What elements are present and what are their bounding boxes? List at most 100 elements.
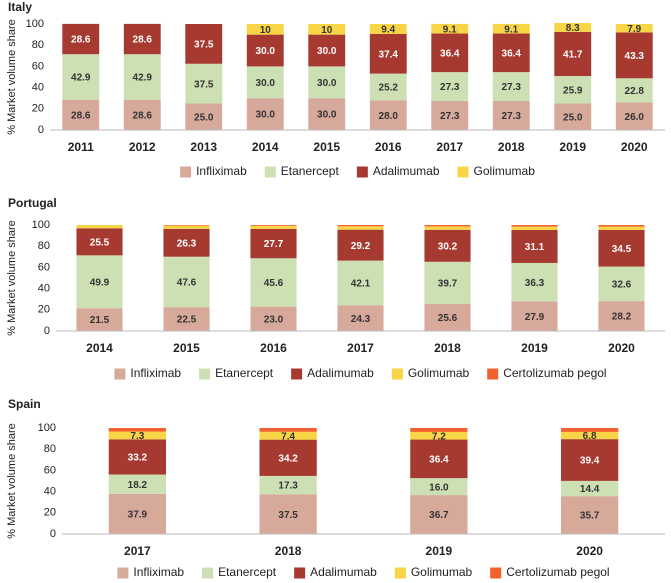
y-tick-label: 20 (32, 103, 44, 115)
y-tick-label: 0 (50, 528, 56, 540)
legend-label: Adalimumab (310, 565, 377, 579)
legend-swatch (264, 166, 276, 178)
data-label: 42.1 (351, 279, 371, 290)
y-tick-label: 60 (32, 60, 44, 72)
data-label: 30.0 (317, 110, 337, 121)
y-tick-label: 0 (38, 124, 44, 136)
bar-segment (337, 226, 384, 230)
data-label: 30.0 (317, 46, 337, 57)
chart-title: Italy (8, 0, 32, 14)
bar-segment (337, 260, 384, 306)
data-label: 25.2 (379, 83, 399, 94)
data-label: 37.5 (278, 510, 298, 521)
data-label: 28.0 (379, 111, 399, 122)
bar-segment (308, 98, 346, 130)
data-label: 27.3 (502, 111, 522, 122)
bar-segment (492, 33, 530, 73)
bar-segment (185, 24, 223, 64)
bar-segment (598, 229, 645, 267)
bar-segment (337, 305, 384, 331)
data-label: 25.9 (563, 85, 583, 96)
bar-segment (424, 303, 471, 331)
bar-segment (76, 228, 123, 256)
data-label: 27.7 (264, 239, 284, 250)
y-tick-label: 100 (32, 219, 50, 231)
x-tick-label: 2020 (576, 544, 603, 558)
x-tick-label: 2017 (124, 544, 151, 558)
y-tick-label: 100 (26, 18, 44, 30)
bar-segment (62, 99, 100, 130)
bar-segment (615, 102, 653, 130)
bar-segment (62, 54, 100, 100)
legend-swatch (487, 368, 499, 380)
bar-segment (163, 228, 210, 257)
legend-swatch (294, 567, 306, 579)
data-label: 36.4 (429, 454, 449, 465)
bar-segment (492, 72, 530, 102)
legend-label: Golimumab (411, 565, 473, 579)
bar-segment (123, 54, 161, 100)
bar-segment (163, 256, 210, 308)
data-label: 30.0 (256, 110, 276, 121)
data-label: 28.6 (71, 110, 91, 121)
bar-segment (76, 308, 123, 331)
data-label: 28.2 (612, 312, 632, 323)
legend-label: Infliximab (196, 164, 247, 178)
legend-swatch (114, 368, 126, 380)
data-label: 49.9 (90, 277, 110, 288)
data-label: 22.5 (177, 315, 197, 326)
bar-segment (108, 428, 167, 432)
data-label: 7.3 (130, 431, 144, 442)
bar-segment (308, 66, 346, 99)
data-label: 30.2 (438, 241, 458, 252)
bar-segment (250, 258, 297, 307)
y-axis-label: % Market volume share (6, 19, 18, 135)
data-label: 25.0 (194, 112, 214, 123)
y-tick-label: 40 (32, 82, 44, 94)
x-tick-label: 2018 (434, 341, 461, 355)
x-tick-label: 2018 (498, 140, 525, 154)
data-label: 45.6 (264, 278, 284, 289)
data-label: 16.0 (429, 482, 449, 493)
data-label: 10 (321, 25, 333, 36)
data-label: 25.5 (90, 237, 110, 248)
x-tick-label: 2016 (375, 140, 402, 154)
legend-swatch (199, 368, 211, 380)
bar-segment (308, 24, 346, 35)
data-label: 41.7 (563, 50, 583, 61)
legend-swatch (356, 166, 368, 178)
bar-segment (431, 23, 469, 34)
bar-segment (598, 226, 645, 230)
bar-segment (259, 431, 317, 440)
legend-swatch (180, 166, 192, 178)
x-tick-label: 2015 (173, 341, 200, 355)
bar-segment (108, 493, 167, 534)
legend-label: Etanercept (215, 366, 274, 380)
legend-label: Etanercept (281, 164, 340, 178)
data-label: 35.7 (580, 511, 600, 522)
legend-swatch (391, 368, 403, 380)
y-tick-label: 100 (38, 422, 56, 434)
bar-segment (511, 229, 558, 263)
bar-segment (598, 301, 645, 331)
legend-label: Certolizumab pegol (506, 565, 609, 579)
bar-segment (424, 226, 471, 230)
bar-segment (554, 103, 592, 130)
bar-segment (62, 23, 100, 55)
x-tick-label: 2019 (559, 140, 586, 154)
bar-segment (250, 225, 297, 229)
bar-segment (410, 428, 468, 432)
chart-title: Portugal (8, 196, 57, 210)
data-label: 28.6 (133, 110, 153, 121)
bar-segment (431, 101, 469, 130)
bar-segment (511, 301, 558, 331)
data-label: 36.3 (525, 278, 545, 289)
y-tick-label: 60 (44, 464, 56, 476)
bar-segment (108, 474, 167, 494)
data-label: 42.9 (71, 73, 91, 84)
bar-segment (424, 261, 471, 304)
bar-segment (123, 99, 161, 130)
data-label: 18.2 (128, 480, 148, 491)
data-label: 9.1 (504, 24, 518, 35)
legend-swatch (202, 567, 214, 579)
